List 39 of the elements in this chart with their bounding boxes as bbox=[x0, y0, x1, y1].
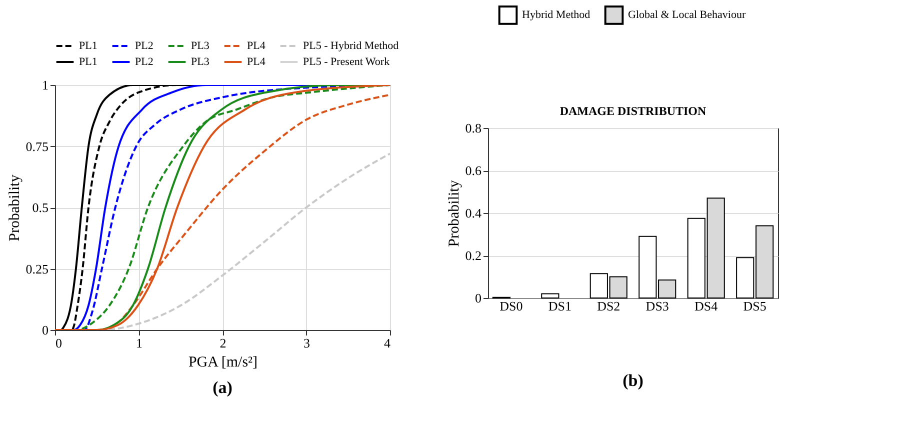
legend-label: PL4 bbox=[247, 56, 266, 68]
x-tick-label: 0 bbox=[56, 336, 62, 350]
x-tick-label: DS5 bbox=[743, 298, 766, 314]
legend-label: PL5 - Present Work bbox=[303, 56, 390, 68]
text: (b) bbox=[622, 371, 644, 390]
legend-label: PL5 - Hybrid Method bbox=[303, 40, 400, 52]
y-tick-label: 0.2 bbox=[465, 248, 482, 263]
legend-label: Global & Local Behaviour bbox=[628, 9, 746, 22]
x-tick-label: DS3 bbox=[646, 298, 669, 314]
text: (a) bbox=[212, 378, 232, 397]
legend-label: PL3 bbox=[191, 56, 210, 68]
y-tick-label: 0.6 bbox=[465, 163, 482, 178]
x-tick-label: 3 bbox=[304, 336, 310, 350]
y-axis-title: Probability bbox=[446, 180, 462, 247]
bar bbox=[541, 293, 560, 298]
legend-label: PL2 bbox=[135, 40, 154, 52]
legend-label: Hybrid Method bbox=[522, 9, 591, 22]
x-tick-label: 1 bbox=[136, 336, 142, 350]
y-tick-label: 0 bbox=[42, 322, 48, 338]
y-tick-label: 0.8 bbox=[465, 120, 482, 136]
x-tick-label: DS1 bbox=[548, 298, 572, 314]
y-tick-label: 0.25 bbox=[26, 261, 48, 276]
x-axis-title: PGA [m/s²] bbox=[188, 354, 258, 370]
legend-label: PL1 bbox=[79, 40, 98, 52]
chart-title: DAMAGE DISTRIBUTION bbox=[560, 104, 707, 118]
legend-label: PL1 bbox=[79, 56, 98, 68]
y-tick-label: 1 bbox=[42, 78, 48, 92]
x-tick-label: DS4 bbox=[694, 298, 718, 314]
x-tick-label: DS0 bbox=[500, 298, 523, 314]
legend-label: PL4 bbox=[247, 40, 266, 52]
y-tick-label: 0.5 bbox=[32, 200, 48, 215]
x-tick-label: 4 bbox=[384, 336, 391, 350]
y-tick-label: 0.75 bbox=[26, 138, 48, 154]
y-axis-title: Probability bbox=[6, 174, 23, 242]
legend-label: PL2 bbox=[135, 56, 154, 68]
x-tick-label: 2 bbox=[220, 336, 226, 350]
x-tick-label: DS2 bbox=[597, 298, 620, 314]
legend-label: PL3 bbox=[191, 40, 210, 52]
y-tick-label: 0.4 bbox=[465, 206, 482, 220]
